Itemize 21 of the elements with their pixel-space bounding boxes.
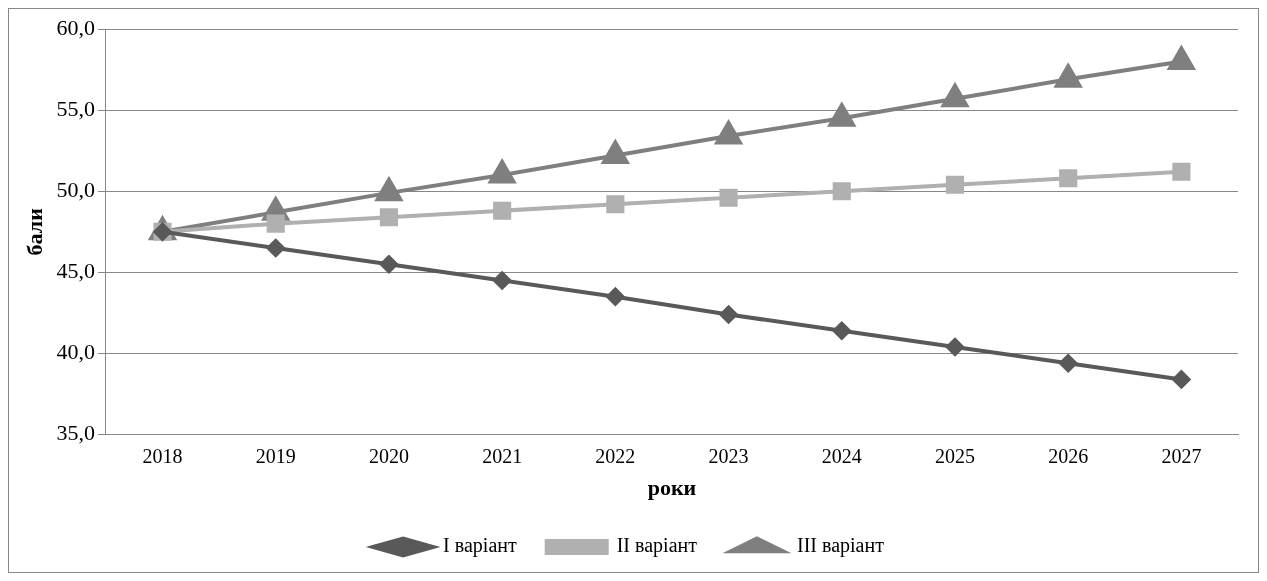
x-tick-label: 2020 [368, 444, 409, 467]
legend-label: II варіант [616, 534, 698, 558]
x-tick-label: 2018 [142, 444, 183, 467]
legend-label: I варіант [443, 534, 517, 558]
x-axis-title: роки [647, 475, 697, 501]
x-tick-label: 2027 [1161, 444, 1202, 467]
x-tick-label: 2021 [482, 444, 523, 467]
x-tick-label: 2023 [708, 444, 749, 467]
y-tick-label: 60,0 [56, 14, 95, 40]
y-tick-label: 35,0 [56, 420, 95, 446]
x-tick-label: 2024 [821, 444, 862, 467]
y-axis-title: бали [21, 207, 47, 256]
y-tick-label: 45,0 [56, 258, 95, 284]
y-tick-label: 50,0 [56, 177, 95, 203]
x-tick-label: 2026 [1048, 444, 1089, 467]
y-tick-label: 55,0 [56, 95, 95, 121]
x-tick-label: 2019 [255, 444, 296, 467]
x-tick-label: 2022 [595, 444, 636, 467]
x-tick-label: 2025 [934, 444, 975, 467]
legend-label: III варіант [796, 534, 885, 558]
y-tick-label: 40,0 [56, 339, 95, 365]
